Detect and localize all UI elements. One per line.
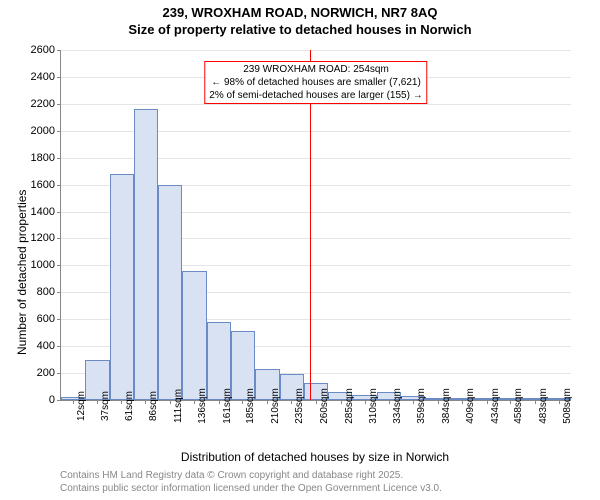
ytick-label: 400 xyxy=(37,340,55,352)
annotation-line3: 2% of semi-detached houses are larger (1… xyxy=(209,89,422,102)
ytick-mark xyxy=(57,319,61,320)
ytick-label: 1400 xyxy=(31,206,55,218)
xtick-label: 136sqm xyxy=(197,388,208,424)
xtick-label: 310sqm xyxy=(368,388,379,424)
xtick-mark xyxy=(389,400,390,404)
histogram-bar xyxy=(182,271,206,400)
chart-title-line1: 239, WROXHAM ROAD, NORWICH, NR7 8AQ xyxy=(0,5,600,20)
ytick-label: 1200 xyxy=(31,232,55,244)
xtick-label: 434sqm xyxy=(490,388,501,424)
y-axis-label: Number of detached properties xyxy=(15,190,29,355)
ytick-mark xyxy=(57,104,61,105)
xtick-label: 210sqm xyxy=(270,388,281,424)
xtick-mark xyxy=(145,400,146,404)
ytick-mark xyxy=(57,212,61,213)
ytick-mark xyxy=(57,292,61,293)
chart-title-line2: Size of property relative to detached ho… xyxy=(0,22,600,37)
ytick-label: 1000 xyxy=(31,259,55,271)
gridline xyxy=(61,50,571,51)
ytick-mark xyxy=(57,400,61,401)
ytick-mark xyxy=(57,158,61,159)
xtick-label: 458sqm xyxy=(513,388,524,424)
ytick-label: 2000 xyxy=(31,125,55,137)
xtick-label: 260sqm xyxy=(319,388,330,424)
xtick-mark xyxy=(462,400,463,404)
ytick-label: 600 xyxy=(37,313,55,325)
xtick-mark xyxy=(341,400,342,404)
xtick-label: 508sqm xyxy=(562,388,573,424)
xtick-label: 235sqm xyxy=(294,388,305,424)
gridline xyxy=(61,104,571,105)
xtick-label: 111sqm xyxy=(173,389,184,423)
xtick-mark xyxy=(510,400,511,404)
xtick-mark xyxy=(365,400,366,404)
xtick-mark xyxy=(73,400,74,404)
xtick-label: 285sqm xyxy=(344,388,355,424)
ytick-label: 2600 xyxy=(31,44,55,56)
xtick-mark xyxy=(267,400,268,404)
xtick-label: 12sqm xyxy=(76,391,87,421)
ytick-mark xyxy=(57,131,61,132)
histogram-bar xyxy=(158,185,182,400)
xtick-mark xyxy=(242,400,243,404)
ytick-label: 0 xyxy=(49,394,55,406)
xtick-label: 483sqm xyxy=(538,388,549,424)
ytick-label: 800 xyxy=(37,286,55,298)
ytick-label: 1800 xyxy=(31,152,55,164)
ytick-mark xyxy=(57,373,61,374)
ytick-mark xyxy=(57,238,61,239)
ytick-mark xyxy=(57,346,61,347)
xtick-mark xyxy=(535,400,536,404)
plot-area: 0200400600800100012001400160018002000220… xyxy=(60,50,571,401)
xtick-mark xyxy=(97,400,98,404)
histogram-bar xyxy=(110,174,134,400)
histogram-bar xyxy=(134,109,158,400)
ytick-label: 200 xyxy=(37,367,55,379)
ytick-mark xyxy=(57,77,61,78)
xtick-mark xyxy=(121,400,122,404)
ytick-label: 2400 xyxy=(31,71,55,83)
xtick-mark xyxy=(438,400,439,404)
xtick-mark xyxy=(413,400,414,404)
xtick-mark xyxy=(487,400,488,404)
footer-line1: Contains HM Land Registry data © Crown c… xyxy=(60,470,403,481)
ytick-mark xyxy=(57,265,61,266)
chart-container: 239, WROXHAM ROAD, NORWICH, NR7 8AQ Size… xyxy=(0,0,600,500)
annotation-line1: 239 WROXHAM ROAD: 254sqm xyxy=(209,63,422,76)
annotation-line2: ← 98% of detached houses are smaller (7,… xyxy=(209,76,422,89)
annotation-box: 239 WROXHAM ROAD: 254sqm← 98% of detache… xyxy=(204,61,427,104)
x-axis-label: Distribution of detached houses by size … xyxy=(60,450,570,464)
ytick-mark xyxy=(57,50,61,51)
xtick-mark xyxy=(559,400,560,404)
ytick-label: 1600 xyxy=(31,179,55,191)
xtick-label: 61sqm xyxy=(124,391,135,421)
xtick-label: 384sqm xyxy=(441,388,452,424)
ytick-label: 2200 xyxy=(31,98,55,110)
xtick-label: 37sqm xyxy=(100,391,111,421)
xtick-label: 161sqm xyxy=(222,388,233,424)
xtick-mark xyxy=(194,400,195,404)
xtick-mark xyxy=(170,400,171,404)
xtick-mark xyxy=(219,400,220,404)
xtick-label: 334sqm xyxy=(392,388,403,424)
xtick-mark xyxy=(316,400,317,404)
footer-line2: Contains public sector information licen… xyxy=(60,483,442,494)
xtick-mark xyxy=(291,400,292,404)
ytick-mark xyxy=(57,185,61,186)
xtick-label: 409sqm xyxy=(465,388,476,424)
xtick-label: 185sqm xyxy=(245,388,256,424)
xtick-label: 86sqm xyxy=(148,391,159,421)
xtick-label: 359sqm xyxy=(416,388,427,424)
